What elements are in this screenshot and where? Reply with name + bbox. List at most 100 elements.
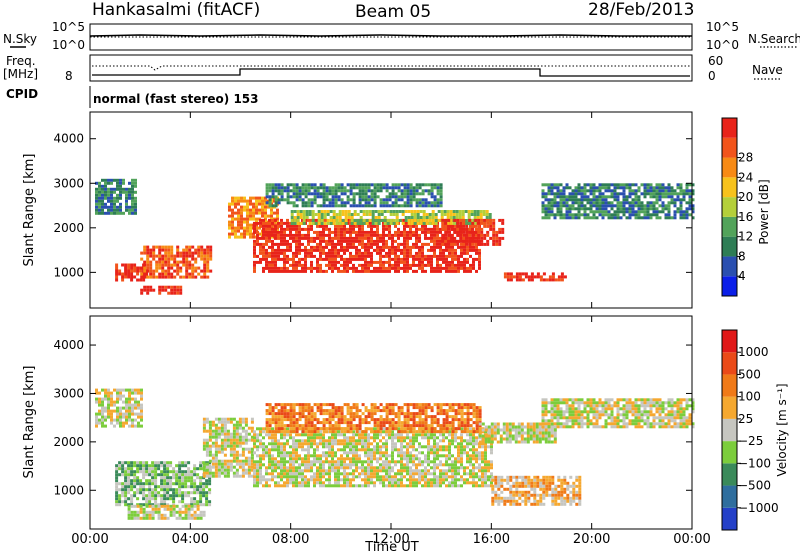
echo-cell bbox=[451, 475, 454, 479]
echo-cell bbox=[430, 245, 433, 249]
echo-cell bbox=[274, 263, 277, 267]
echo-cell bbox=[128, 412, 131, 416]
echo-cell bbox=[664, 207, 668, 211]
echo-cell bbox=[193, 491, 197, 495]
echo-cell bbox=[406, 204, 410, 208]
echo-cell bbox=[439, 257, 442, 261]
echo-cell bbox=[589, 189, 593, 193]
echo-cell bbox=[166, 491, 170, 495]
echo-cell bbox=[185, 266, 189, 270]
echo-cell bbox=[277, 257, 280, 261]
echo-cell bbox=[113, 403, 116, 407]
echo-cell bbox=[628, 189, 632, 193]
echo-cell bbox=[361, 433, 364, 437]
echo-cell bbox=[385, 475, 388, 479]
echo-cell bbox=[283, 442, 286, 446]
echo-cell bbox=[439, 433, 442, 437]
echo-cell bbox=[556, 183, 560, 187]
echo-cell bbox=[136, 513, 140, 517]
echo-cell bbox=[273, 220, 276, 224]
echo-cell bbox=[422, 210, 426, 213]
echo-cell bbox=[136, 504, 140, 508]
echo-cell bbox=[131, 424, 134, 428]
echo-cell bbox=[451, 436, 454, 440]
echo-cell bbox=[400, 257, 403, 261]
echo-cell bbox=[283, 445, 286, 449]
echo-cell bbox=[385, 183, 389, 187]
echo-cell bbox=[328, 442, 331, 446]
echo-cell bbox=[352, 433, 355, 437]
echo-cell bbox=[422, 216, 426, 219]
echo-cell bbox=[370, 204, 374, 208]
echo-cell bbox=[370, 245, 373, 249]
echo-cell bbox=[521, 278, 525, 282]
echo-cell bbox=[622, 189, 626, 193]
echo-cell bbox=[280, 460, 283, 464]
echo-cell bbox=[264, 211, 267, 215]
echo-cell bbox=[113, 205, 116, 209]
echo-cell bbox=[119, 418, 122, 422]
echo-cell bbox=[203, 263, 207, 267]
echo-cell bbox=[317, 222, 321, 225]
echo-cell bbox=[388, 469, 391, 473]
echo-cell bbox=[400, 463, 403, 467]
echo-cell bbox=[451, 484, 454, 488]
echo-cell bbox=[574, 189, 578, 193]
echo-cell bbox=[226, 474, 230, 478]
echo-cell bbox=[176, 285, 180, 289]
echo-cell bbox=[202, 510, 206, 514]
echo-cell bbox=[170, 285, 174, 289]
echo-cell bbox=[286, 248, 289, 252]
echo-cell bbox=[128, 388, 131, 392]
echo-cell bbox=[301, 189, 305, 193]
echo-cell bbox=[115, 470, 119, 474]
echo-cell bbox=[427, 472, 430, 476]
echo-cell bbox=[409, 466, 412, 470]
echo-cell bbox=[547, 213, 551, 217]
echo-cell bbox=[349, 189, 353, 193]
echo-cell bbox=[307, 233, 310, 237]
echo-cell bbox=[673, 198, 677, 202]
echo-cell bbox=[234, 202, 237, 206]
echo-cell bbox=[382, 227, 385, 231]
echo-cell bbox=[370, 466, 373, 470]
echo-cell bbox=[143, 269, 147, 273]
echo-cell bbox=[349, 224, 352, 228]
echo-cell bbox=[185, 254, 189, 258]
echo-cell bbox=[667, 201, 671, 205]
echo-cell bbox=[349, 478, 352, 482]
echo-cell bbox=[220, 438, 224, 442]
echo-cell bbox=[382, 198, 386, 202]
echo-cell bbox=[598, 186, 602, 190]
echo-cell bbox=[178, 467, 182, 471]
echo-cell bbox=[565, 216, 569, 220]
echo-cell bbox=[460, 445, 463, 449]
echo-cell bbox=[151, 497, 155, 501]
echo-cell bbox=[328, 472, 331, 476]
echo-cell bbox=[334, 469, 337, 473]
echo-cell bbox=[364, 198, 368, 202]
echo-cell bbox=[323, 216, 327, 219]
echo-cell bbox=[397, 230, 400, 234]
echo-cell bbox=[397, 260, 400, 264]
echo-cell bbox=[193, 503, 197, 507]
echo-cell bbox=[604, 198, 608, 202]
echo-cell bbox=[101, 421, 104, 425]
echo-cell bbox=[110, 391, 113, 395]
echo-cell bbox=[385, 472, 388, 476]
echo-cell bbox=[247, 462, 251, 466]
echo-cell bbox=[241, 468, 245, 472]
echo-cell bbox=[634, 195, 638, 199]
echo-cell bbox=[553, 183, 557, 187]
echo-cell bbox=[592, 198, 596, 202]
echo-cell bbox=[311, 219, 315, 222]
echo-cell bbox=[631, 213, 635, 217]
echo-cell bbox=[388, 260, 391, 264]
echo-cell bbox=[208, 423, 212, 427]
echo-cell bbox=[131, 406, 134, 410]
echo-cell bbox=[280, 269, 283, 273]
echo-cell bbox=[202, 441, 206, 445]
echo-cell bbox=[628, 207, 632, 211]
echo-cell bbox=[139, 491, 143, 495]
echo-cell bbox=[208, 491, 212, 495]
